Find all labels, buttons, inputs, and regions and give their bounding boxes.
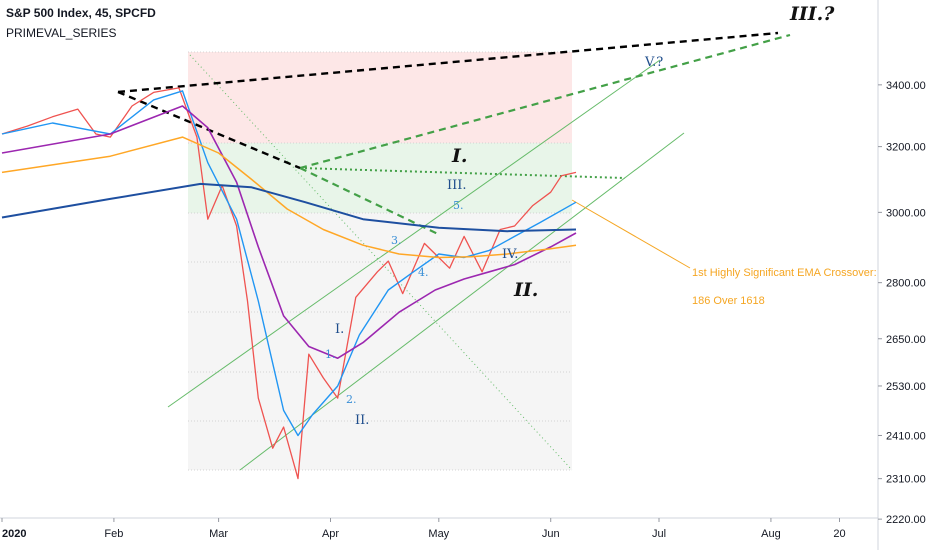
wave-label-small-3: 3. bbox=[391, 234, 402, 247]
wave-label-big-4: IV. bbox=[502, 247, 518, 262]
price-tick-label-1: 3200.00 bbox=[886, 142, 926, 154]
price-tick-label-6: 2410.00 bbox=[886, 430, 926, 442]
price-tick-label-7: 2310.00 bbox=[886, 474, 926, 486]
wave-label-small-1: 1. bbox=[325, 348, 336, 361]
wave-label-major-1: I. bbox=[451, 145, 468, 167]
red-zone bbox=[188, 52, 572, 143]
crossover-dotted-line bbox=[299, 167, 626, 179]
time-tick-label-8: 20 bbox=[833, 528, 845, 540]
wave-label-big-5: V.? bbox=[644, 55, 663, 70]
time-tick-label-1: Feb bbox=[104, 528, 123, 540]
price-line bbox=[1, 87, 577, 480]
wave-label-small-5: 5. bbox=[453, 199, 464, 212]
green-zone bbox=[188, 143, 572, 213]
time-tick-label-3: Apr bbox=[322, 528, 339, 540]
ema_long-line bbox=[1, 182, 577, 233]
chart-title: S&P 500 Index, 45, SPCFD bbox=[6, 6, 156, 20]
trend-line-top bbox=[117, 31, 779, 94]
indicator-label: PRIMEVAL_SERIES bbox=[6, 26, 117, 40]
channel-upper bbox=[167, 59, 661, 408]
price-tick-label-5: 2530.00 bbox=[886, 381, 926, 393]
projection-line-lower bbox=[299, 167, 441, 236]
price-tick-label-2: 3000.00 bbox=[886, 207, 926, 219]
time-tick-label-4: May bbox=[428, 528, 449, 540]
time-tick-label-5: Jun bbox=[542, 528, 560, 540]
price-tick-label-8: 2220.00 bbox=[886, 514, 926, 526]
wave-label-small-2: 2. bbox=[346, 393, 357, 406]
ema_mid-line bbox=[1, 105, 577, 359]
ema_fast-line bbox=[1, 90, 577, 437]
price-tick-label-4: 2650.00 bbox=[886, 334, 926, 346]
time-axis[interactable]: 2020 Feb Mar Apr May Jun Jul Aug 20 bbox=[0, 517, 878, 540]
wave-label-big-1: I. bbox=[335, 322, 344, 337]
ema_slow-line bbox=[1, 136, 577, 259]
callout-text-line2: 186 Over 1618 bbox=[692, 295, 765, 307]
projection-line-upper bbox=[299, 33, 791, 170]
price-tick-label-0: 3400.00 bbox=[886, 80, 926, 92]
wave-label-major-3: III.? bbox=[789, 3, 835, 25]
callout-leader bbox=[571, 199, 691, 269]
price-axis[interactable]: 3400.00 3200.00 3000.00 2800.00 2650.00 2530.… bbox=[877, 0, 926, 550]
callout-text-line1: 1st Highly Significant EMA Crossover: bbox=[692, 267, 877, 279]
wave-label-big-2: II. bbox=[355, 413, 369, 428]
time-tick-label-6: Jul bbox=[652, 528, 666, 540]
time-tick-label-7: Aug bbox=[761, 528, 781, 540]
price-tick-label-3: 2800.00 bbox=[886, 278, 926, 290]
wave-label-small-4: 4. bbox=[418, 266, 429, 279]
time-tick-label-2: Mar bbox=[209, 528, 228, 540]
wave-label-big-3: III. bbox=[447, 178, 467, 193]
time-tick-label-0: 2020 bbox=[2, 528, 26, 540]
wave-label-major-2: II. bbox=[513, 279, 538, 301]
